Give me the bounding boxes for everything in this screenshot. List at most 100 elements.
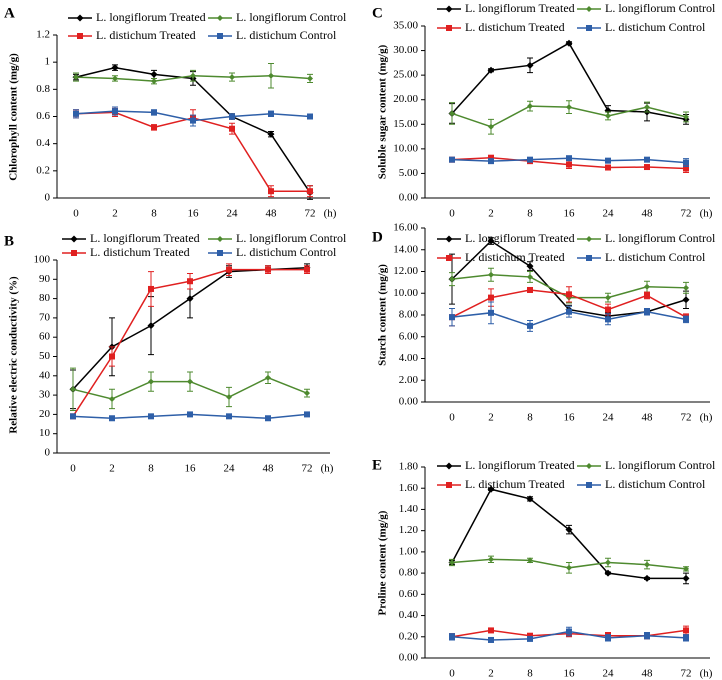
y-tick-label: 10	[39, 427, 51, 439]
data-point	[526, 495, 534, 503]
x-tick-label: 8	[148, 463, 154, 475]
y-tick-label: 0.2	[36, 164, 50, 176]
y-tick-label: 1.60	[399, 482, 419, 494]
x-tick-label: 72	[302, 463, 313, 475]
data-point	[682, 574, 690, 582]
x-tick-label: 72	[681, 668, 692, 680]
data-point	[605, 306, 611, 313]
legend-label: L. distichum Treated	[465, 20, 565, 34]
data-point	[644, 292, 650, 299]
data-point	[683, 627, 689, 634]
data-point	[73, 110, 79, 117]
x-tick-label: 2	[488, 208, 494, 220]
y-tick-label: 0.00	[399, 396, 419, 408]
data-point	[527, 557, 533, 564]
x-tick-label: 24	[227, 208, 239, 220]
panel-label: D	[372, 229, 383, 245]
y-tick-label: 0.8	[36, 83, 50, 95]
data-point	[148, 378, 154, 385]
x-tick-label: 2	[488, 668, 494, 680]
data-point	[565, 39, 573, 47]
data-point	[150, 70, 158, 78]
x-tick-label: 2	[109, 463, 115, 475]
y-tick-label: 20.00	[393, 93, 418, 105]
data-point	[566, 564, 572, 571]
data-point	[605, 559, 611, 566]
y-axis-label: Soluble sugar content (mg/g)	[377, 44, 389, 179]
x-tick-label: 8	[151, 208, 157, 220]
y-axis-label: Starch content (mg/g)	[377, 264, 389, 366]
legend-label: L. distichum Treated	[465, 477, 565, 491]
data-point	[304, 411, 310, 418]
data-point	[487, 66, 495, 74]
data-point	[605, 112, 611, 119]
data-point	[605, 157, 611, 164]
data-point	[527, 632, 533, 639]
data-point	[604, 569, 612, 577]
y-tick-label: 0.20	[399, 630, 419, 642]
data-point	[70, 386, 76, 393]
data-point	[449, 314, 455, 321]
data-point	[526, 262, 534, 270]
x-tick-label: 48	[263, 463, 275, 475]
x-axis-label: (h)	[321, 463, 334, 475]
data-point	[190, 117, 196, 124]
legend-marker	[217, 15, 223, 21]
legend-marker	[77, 33, 83, 39]
y-tick-label: 6.00	[399, 330, 419, 342]
y-tick-label: 20	[39, 408, 51, 420]
data-point	[605, 164, 611, 171]
legend-marker	[70, 235, 78, 243]
series-line	[75, 66, 311, 193]
panel-label: C	[372, 5, 383, 21]
data-point	[527, 286, 533, 293]
data-point	[683, 165, 689, 172]
data-point	[683, 634, 689, 641]
y-tick-label: 0	[45, 447, 51, 459]
legend-marker	[445, 5, 453, 13]
y-tick-label: 1	[45, 56, 51, 68]
data-point	[265, 415, 271, 422]
data-point	[683, 284, 689, 291]
x-tick-label: 24	[603, 412, 615, 424]
x-tick-label: 8	[527, 668, 533, 680]
x-tick-label: 48	[642, 208, 654, 220]
y-tick-label: 1.20	[399, 524, 419, 536]
x-tick-label: 0	[449, 208, 455, 220]
legend-label: L. longiflorum Treated	[465, 231, 575, 245]
data-point	[112, 108, 118, 115]
legend-marker	[586, 236, 592, 242]
y-tick-label: 1.00	[399, 545, 419, 557]
data-point	[488, 627, 494, 634]
data-point	[226, 413, 232, 420]
data-point	[449, 156, 455, 163]
y-tick-label: 30	[39, 389, 51, 401]
data-point	[566, 161, 572, 168]
y-tick-label: 70	[39, 311, 51, 323]
data-point	[605, 316, 611, 323]
y-axis-label: Chlorophyll content (mg/g)	[8, 53, 20, 181]
data-point	[226, 266, 232, 273]
data-point	[226, 394, 232, 401]
legend-marker	[217, 236, 223, 242]
data-point	[70, 413, 76, 420]
legend-label: L. longiflorum Treated	[90, 231, 200, 245]
x-tick-label: 2	[112, 208, 118, 220]
legend-marker	[586, 463, 592, 469]
data-point	[267, 130, 275, 138]
data-point	[307, 188, 313, 195]
x-tick-label: 2	[488, 412, 494, 424]
y-tick-label: 1.40	[399, 503, 419, 515]
x-tick-label: 16	[564, 668, 576, 680]
panel-label: B	[4, 233, 14, 249]
data-point	[643, 574, 651, 582]
legend-marker	[445, 235, 453, 243]
y-tick-label: 1.80	[399, 461, 419, 473]
data-point	[565, 526, 573, 534]
data-point	[187, 278, 193, 285]
legend-marker	[586, 482, 592, 488]
legend-label: L. distichum Control	[236, 245, 337, 259]
data-point	[304, 390, 310, 397]
x-tick-label: 0	[449, 668, 455, 680]
